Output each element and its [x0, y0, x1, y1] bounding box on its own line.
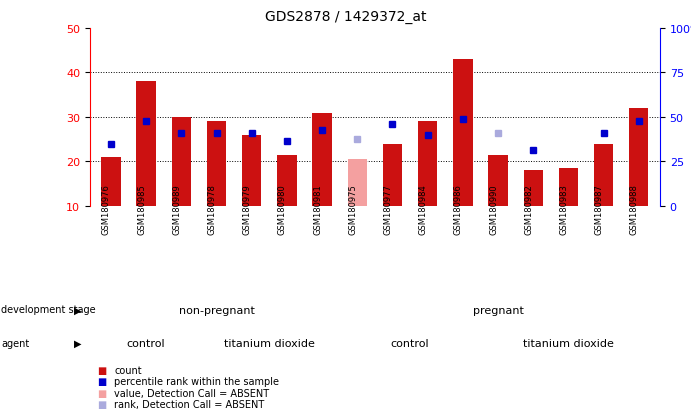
Text: value, Detection Call = ABSENT: value, Detection Call = ABSENT [114, 388, 269, 398]
Text: pregnant: pregnant [473, 305, 524, 315]
Text: percentile rank within the sample: percentile rank within the sample [114, 376, 279, 386]
Text: agent: agent [1, 338, 30, 348]
Text: rank, Detection Call = ABSENT: rank, Detection Call = ABSENT [114, 399, 264, 409]
Text: ■: ■ [97, 376, 106, 386]
Bar [277, 155, 296, 206]
Text: ■: ■ [97, 399, 106, 409]
Text: GSM180987: GSM180987 [594, 184, 604, 235]
Bar [524, 171, 543, 206]
Bar [136, 82, 155, 206]
Text: GSM180977: GSM180977 [384, 184, 392, 235]
Bar [171, 118, 191, 206]
Bar [594, 145, 614, 206]
Bar [348, 160, 367, 206]
Text: GSM180979: GSM180979 [243, 184, 252, 235]
Text: ▶: ▶ [74, 338, 82, 348]
Text: ■: ■ [97, 365, 106, 375]
Bar [207, 122, 226, 206]
Text: GSM180986: GSM180986 [454, 184, 463, 235]
Text: GDS2878 / 1429372_at: GDS2878 / 1429372_at [265, 10, 426, 24]
Text: GSM180983: GSM180983 [560, 184, 569, 235]
Text: titanium dioxide: titanium dioxide [523, 338, 614, 348]
Text: GSM180980: GSM180980 [278, 184, 287, 235]
Text: GSM180985: GSM180985 [137, 184, 146, 235]
Text: non-pregnant: non-pregnant [178, 305, 254, 315]
Text: GSM180988: GSM180988 [630, 184, 638, 235]
Text: GSM180976: GSM180976 [102, 184, 111, 235]
Bar [418, 122, 437, 206]
Bar [312, 113, 332, 206]
Bar [383, 145, 402, 206]
Text: GSM180981: GSM180981 [313, 184, 322, 235]
Text: count: count [114, 365, 142, 375]
Text: GSM180990: GSM180990 [489, 184, 498, 234]
Bar [629, 109, 648, 206]
Text: GSM180982: GSM180982 [524, 184, 533, 235]
Text: ■: ■ [97, 388, 106, 398]
Text: control: control [127, 338, 165, 348]
Text: control: control [390, 338, 429, 348]
Bar [489, 155, 508, 206]
Text: GSM180984: GSM180984 [419, 184, 428, 235]
Text: GSM180978: GSM180978 [207, 184, 216, 235]
Bar [453, 60, 473, 206]
Bar [102, 158, 121, 206]
Text: ▶: ▶ [74, 305, 82, 315]
Bar [242, 135, 261, 206]
Text: GSM180989: GSM180989 [172, 184, 181, 235]
Text: titanium dioxide: titanium dioxide [224, 338, 314, 348]
Bar [559, 169, 578, 206]
Text: GSM180975: GSM180975 [348, 184, 357, 235]
Text: development stage: development stage [1, 305, 96, 315]
